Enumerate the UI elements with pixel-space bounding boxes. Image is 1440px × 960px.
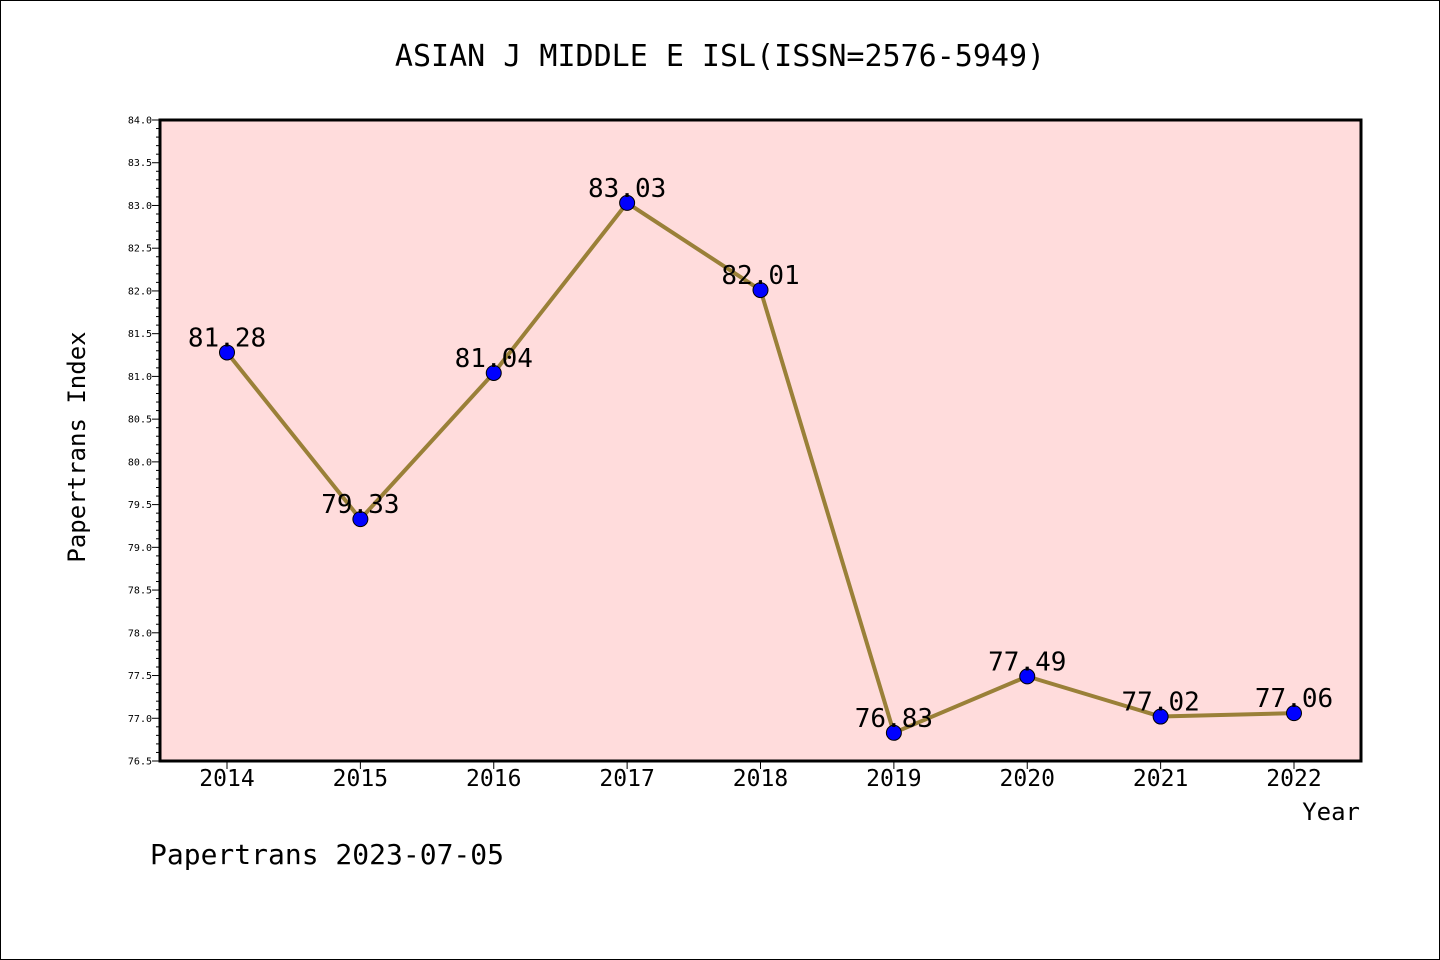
data-point: [1286, 705, 1302, 722]
plot-area: [160, 120, 1361, 761]
chart-title: ASIAN J MIDDLE E ISL(ISSN=2576-5949): [395, 39, 1045, 74]
y-tick-label: 77.5: [128, 671, 152, 682]
x-tick-label: 2019: [866, 766, 921, 792]
y-axis-label: Papertrans Index: [63, 331, 91, 562]
plot-border: [158, 118, 1363, 763]
y-tick-label: 79.0: [128, 543, 152, 554]
x-tick-label: 2020: [1000, 766, 1055, 792]
data-point: [485, 364, 502, 381]
data-label: 81.04: [455, 344, 533, 374]
y-tick-label: 77.0: [128, 714, 152, 725]
y-tick-label: 78.5: [128, 586, 152, 597]
data-point: [885, 724, 902, 741]
data-point: [1019, 668, 1036, 685]
y-tick-label: 83.0: [128, 201, 152, 212]
x-tick-label: 2016: [466, 766, 521, 792]
data-point: [1152, 708, 1169, 725]
y-tick-label: 78.0: [128, 628, 152, 639]
y-tick-label: 79.5: [128, 500, 152, 511]
data-point: [219, 344, 235, 361]
x-tick-label: 2015: [333, 766, 388, 792]
data-label: 81.28: [188, 323, 266, 353]
y-tick-label: 80.0: [128, 457, 152, 468]
data-label: 77.02: [1121, 688, 1199, 718]
y-tick-label: 82.5: [128, 244, 152, 255]
data-point: [752, 282, 769, 299]
data-point: [352, 511, 369, 528]
data-label: 76.83: [855, 704, 933, 734]
x-axis: 2014 2015 2016 2017 2018 2019 2020 2021 2022: [199, 761, 1322, 792]
y-tick-label: 82.0: [128, 286, 152, 297]
y-tick-label: 76.5: [128, 757, 152, 768]
footer-credit: Papertrans 2023-07-05: [150, 838, 504, 871]
x-tick-label: 2018: [733, 766, 788, 792]
x-axis-label: Year: [1302, 798, 1360, 826]
y-tick-label: 81.5: [128, 329, 152, 340]
y-tick-label: 81.0: [128, 372, 152, 383]
data-label: 77.49: [988, 647, 1066, 677]
data-point: [619, 194, 636, 211]
x-tick-label: 2014: [199, 766, 254, 792]
data-label: 77.06: [1255, 684, 1333, 714]
x-tick-label: 2021: [1133, 766, 1188, 792]
x-tick-label: 2022: [1266, 766, 1321, 792]
data-label: 79.33: [321, 490, 399, 520]
data-label: 83.03: [588, 174, 666, 204]
y-tick-label: 84.0: [128, 116, 152, 127]
x-tick-label: 2017: [599, 766, 654, 792]
y-axis: 76.5 77.0 77.5 78.0 78.5 79.0 79.5 80.0 80.5 81.0…: [128, 116, 160, 768]
series-group: 81.28 79.33 81.04 83.03 82.01 76.83 77.49 77.02…: [188, 174, 1333, 741]
data-label: 82.01: [721, 261, 799, 291]
y-tick-label: 83.5: [128, 158, 152, 169]
y-tick-label: 80.5: [128, 415, 152, 426]
